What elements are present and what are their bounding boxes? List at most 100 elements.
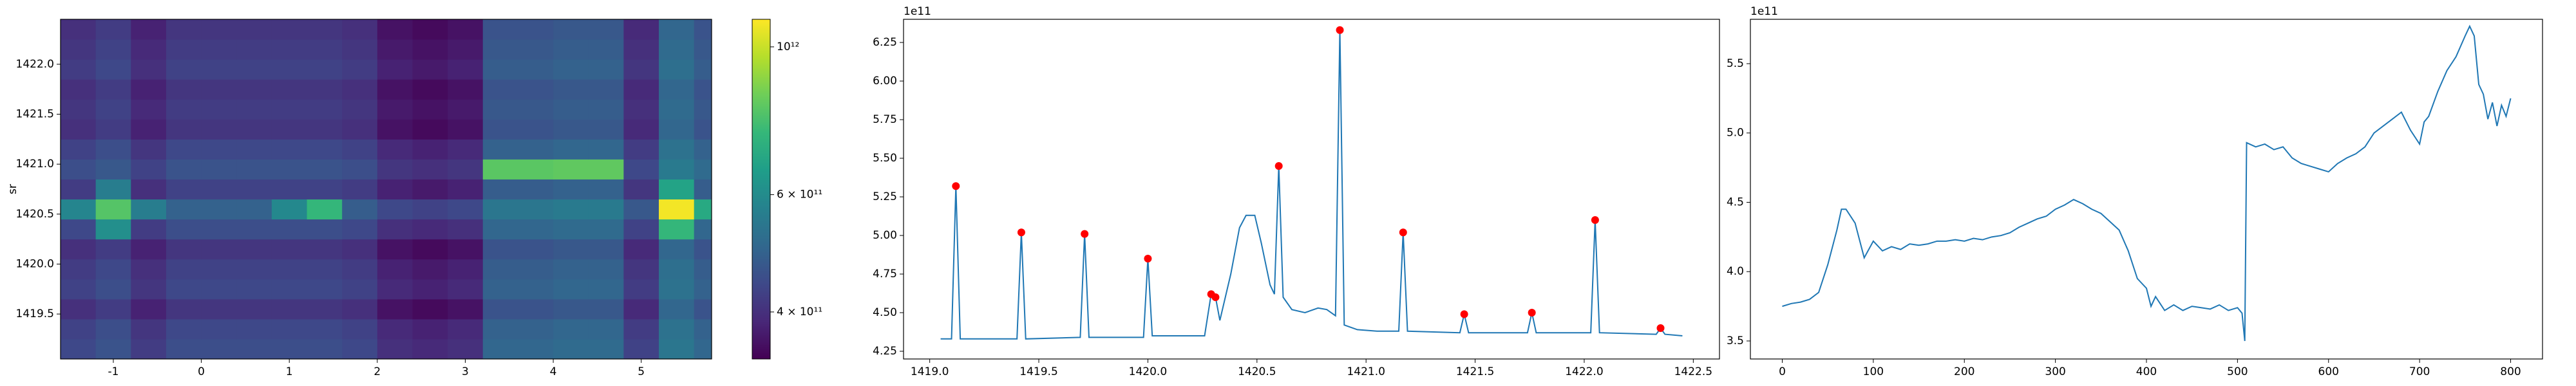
y-tick-label: 5.25 [873,190,897,203]
heatmap-cell [166,39,202,60]
heatmap-cell [342,279,378,300]
heatmap-cell [448,279,484,300]
heatmap-cell [694,139,712,160]
heatmap-cell [553,59,589,80]
y-tick-label: 5.00 [873,229,897,242]
x-tick-label: 1420.0 [1129,365,1167,378]
heatmap-cell [623,59,659,80]
heatmap-cell [201,318,237,340]
heatmap-cell [448,239,484,260]
heatmap-cell [623,299,659,320]
heatmap-cell [95,119,131,140]
heatmap-cell [448,299,484,320]
heatmap-cell [307,199,343,220]
heatmap-cell [61,59,97,80]
heatmap-cell [518,39,554,60]
colorbar-tick-label: 6 × 10¹¹ [777,188,822,201]
heatmap-cell [271,119,308,140]
heatmap-cell [236,199,272,220]
heatmap-cell [694,318,712,340]
heatmap-cell [166,19,202,40]
heatmap-cell [482,318,518,340]
heatmap-cell [518,338,554,359]
heatmap-cell [659,279,695,300]
heatmap-cell [201,99,237,120]
heatmap-cell [482,39,518,60]
colorbar-tick-label: 10¹² [777,41,799,53]
y-tick-label: 1421.5 [16,108,54,121]
heatmap-cell [131,19,167,40]
heatmap-cell [623,338,659,359]
heatmap-cell [377,139,413,160]
line [940,30,1683,340]
heatmap-cell [518,79,554,100]
heatmap-cell [694,338,712,359]
heatmap-cell [694,59,712,80]
heatmap-cell [412,39,448,60]
heatmap-cell [694,279,712,300]
y-offset-label: 1e11 [904,5,931,18]
heatmap-cell [201,199,237,220]
heatmap-cell [588,338,624,359]
heatmap-cell [694,299,712,320]
heatmap-cell [412,19,448,40]
heatmap-cell [553,179,589,200]
heatmap-cell [553,318,589,340]
heatmap-cell [588,19,624,40]
heatmap-cell [694,199,712,220]
heatmap-cell [553,279,589,300]
heatmap-cell [236,299,272,320]
heatmap-cell [518,279,554,300]
heatmap-cell [377,279,413,300]
heatmap-cell [588,99,624,120]
axes-frame [1750,19,2543,360]
heatmap-cell [236,159,272,179]
heatmap-cell [61,279,97,300]
heatmap-cell [588,279,624,300]
heatmap-cell [342,159,378,179]
heatmap-cell [553,19,589,40]
heatmap-cell [412,279,448,300]
heatmap-cell [588,79,624,100]
heatmap-cell [342,338,378,359]
heatmap-cell [694,39,712,60]
heatmap-cell [694,19,712,40]
x-tick-label: 600 [2318,365,2339,378]
heatmap-cell [271,199,308,220]
heatmap-cell [482,159,518,179]
heatmap-cell [518,99,554,120]
heatmap-cell [271,39,308,60]
heatmap-cell [518,139,554,160]
heatmap-cell [377,39,413,60]
heatmap-cell [236,219,272,240]
heatmap-cell [271,239,308,260]
heatmap-cell [166,279,202,300]
peak-marker [1591,216,1599,224]
heatmap-cell [377,99,413,120]
heatmap-cell [201,299,237,320]
axes-frame [60,19,712,360]
heatmap-cell [448,119,484,140]
x-tick-label: 0 [1779,365,1786,378]
heatmap-cell [694,119,712,140]
heatmap-cell [518,199,554,220]
heatmap-cell [412,239,448,260]
heatmap-cell [236,338,272,359]
heatmap-cell [377,119,413,140]
heatmap-cell [61,259,97,280]
heatmap-cell [342,99,378,120]
heatmap-cell [659,119,695,140]
colorbar-tick-label: 4 × 10¹¹ [777,306,822,318]
heatmap-cell [236,239,272,260]
y-tick-label: 4.0 [1727,265,1744,278]
heatmap-cell [236,59,272,80]
heatmap-cell [95,279,131,300]
heatmap-cell [201,159,237,179]
heatmap-cell [588,318,624,340]
heatmap-cell [131,279,167,300]
heatmap-cell [553,139,589,160]
heatmap-cell [659,39,695,60]
x-tick-label: 1419.0 [911,365,949,378]
heatmap-cell [377,79,413,100]
heatmap-cell [166,199,202,220]
